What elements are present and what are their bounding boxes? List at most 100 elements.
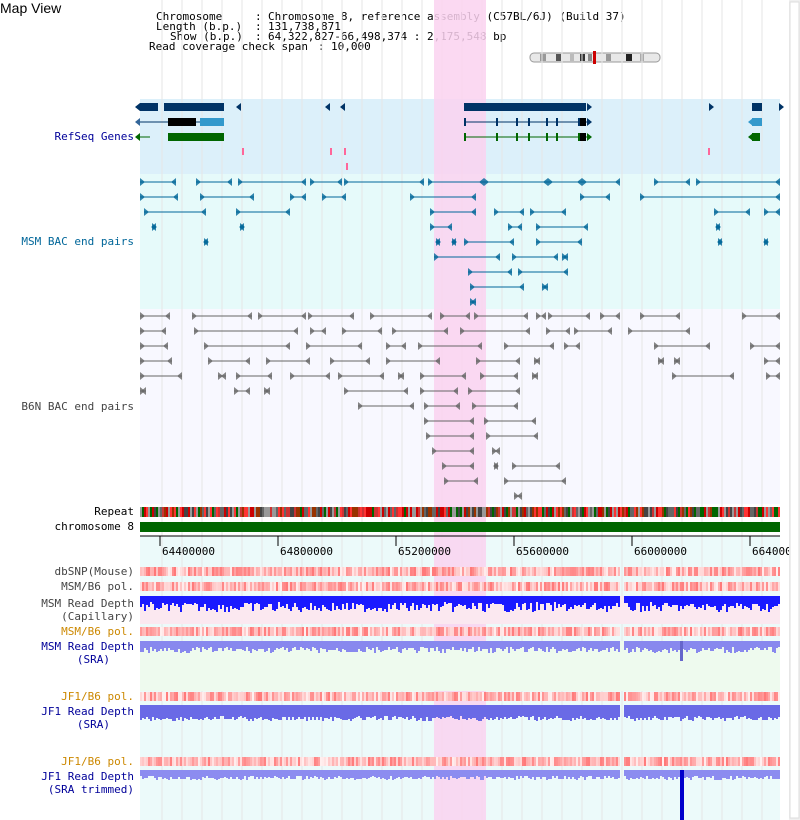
msm-b6-pol-sra-cell[interactable] [592,627,594,636]
jf1-b6-pol-cell[interactable] [728,692,730,701]
msm-b6-pol-cell[interactable] [502,582,504,591]
jf1-sra-depth-bar[interactable] [206,705,208,717]
jf1-b6-pol-cell[interactable] [332,692,334,701]
jf1-b6-pol-trimmed-cell[interactable] [586,757,588,766]
dbsnp-density-cell[interactable] [164,567,166,576]
repeat-element[interactable] [486,507,488,517]
msm-b6-pol-cell[interactable] [692,582,694,591]
jf1-trimmed-depth-bar[interactable] [650,770,652,779]
jf1-b6-pol-trimmed-cell[interactable] [178,757,180,766]
msm-bac-end-pair-end[interactable] [536,238,541,246]
msm-sra-depth-bar[interactable] [552,641,554,647]
dbsnp-density-cell[interactable] [428,567,430,576]
msm-b6-pol-sra-cell[interactable] [612,627,614,636]
msm-capillary-depth-bar[interactable] [290,596,292,611]
msm-sra-depth-bar[interactable] [264,641,266,652]
repeat-element[interactable] [702,507,704,517]
refseq-exon-block[interactable] [580,133,586,141]
msm-sra-depth-bar[interactable] [388,641,390,647]
jf1-b6-pol-cell[interactable] [244,692,246,701]
msm-sra-depth-bar[interactable] [728,641,730,652]
jf1-b6-pol-cell[interactable] [230,692,232,701]
repeat-element[interactable] [412,507,414,517]
jf1-trimmed-depth-bar[interactable] [242,770,244,779]
dbsnp-density-cell[interactable] [444,567,446,576]
msm-sra-depth-bar[interactable] [176,641,178,652]
msm-b6-pol-cell[interactable] [618,582,620,591]
dbsnp-density-cell[interactable] [190,567,192,576]
msm-sra-depth-bar[interactable] [372,641,374,648]
msm-capillary-depth-bar[interactable] [270,596,272,604]
dbsnp-density-cell[interactable] [274,567,276,576]
dbsnp-density-cell[interactable] [710,567,712,576]
jf1-b6-pol-trimmed-cell[interactable] [338,757,340,766]
jf1-b6-pol-cell[interactable] [376,692,378,701]
jf1-sra-depth-bar[interactable] [598,705,600,717]
jf1-b6-pol-trimmed-cell[interactable] [666,757,668,766]
msm-sra-depth-bar[interactable] [382,641,384,651]
msm-b6-pol-cell[interactable] [216,582,218,591]
jf1-b6-pol-cell[interactable] [502,692,504,701]
msm-sra-depth-bar[interactable] [554,641,556,649]
repeat-element[interactable] [596,507,598,517]
jf1-trimmed-depth-bar[interactable] [678,770,680,777]
msm-b6-pol-cell[interactable] [706,582,708,591]
jf1-trimmed-depth-bar[interactable] [348,770,350,779]
msm-b6-pol-cell[interactable] [754,582,756,591]
repeat-element[interactable] [418,507,420,517]
msm-sra-depth-bar[interactable] [312,641,314,647]
jf1-b6-pol-cell[interactable] [172,692,174,701]
jf1-sra-depth-bar[interactable] [146,705,148,717]
repeat-element[interactable] [408,507,410,517]
msm-capillary-depth-bar[interactable] [240,596,242,607]
msm-capillary-depth-bar[interactable] [536,596,538,602]
msm-b6-pol-sra-cell[interactable] [766,627,768,636]
msm-capillary-depth-bar[interactable] [256,596,258,603]
jf1-b6-pol-cell[interactable] [444,692,446,701]
repeat-element[interactable] [236,507,238,517]
msm-b6-pol-sra-cell[interactable] [670,627,672,636]
msm-sra-depth-bar[interactable] [494,641,496,652]
msm-sra-depth-bar[interactable] [646,641,648,649]
repeat-element[interactable] [504,507,506,517]
jf1-trimmed-depth-bar[interactable] [768,770,770,779]
jf1-sra-depth-bar[interactable] [472,705,474,718]
jf1-sra-depth-bar[interactable] [504,705,506,717]
msm-b6-pol-sra-cell[interactable] [316,627,318,636]
msm-capillary-depth-bar[interactable] [546,596,548,603]
jf1-trimmed-depth-bar[interactable] [272,770,274,778]
msm-capillary-depth-bar[interactable] [674,596,676,605]
jf1-sra-depth-bar[interactable] [276,705,278,719]
jf1-sra-depth-bar[interactable] [514,705,516,719]
refseq-utr-block[interactable] [752,118,762,126]
dbsnp-density-cell[interactable] [160,567,162,576]
dbsnp-density-cell[interactable] [258,567,260,576]
msm-sra-depth-bar[interactable] [148,641,150,653]
jf1-sra-depth-bar[interactable] [222,705,224,716]
jf1-b6-pol-cell[interactable] [678,692,680,701]
b6n-bac-end-pair-end[interactable] [675,312,680,320]
dbsnp-density-cell[interactable] [448,567,450,576]
track-label-jf1-read-depth-trimmed[interactable]: JF1 Read Depth [41,770,134,783]
msm-b6-pol-sra-cell[interactable] [668,627,670,636]
msm-b6-pol-cell[interactable] [220,582,222,591]
msm-b6-pol-sra-cell[interactable] [292,627,294,636]
msm-sra-depth-bar[interactable] [650,641,652,650]
jf1-b6-pol-trimmed-cell[interactable] [302,757,304,766]
dbsnp-density-cell[interactable] [294,567,296,576]
dbsnp-density-cell[interactable] [524,567,526,576]
msm-b6-pol-cell[interactable] [234,582,236,591]
msm-sra-depth-bar[interactable] [222,641,224,651]
jf1-b6-pol-cell[interactable] [334,692,336,701]
jf1-b6-pol-trimmed-cell[interactable] [696,757,698,766]
msm-sra-depth-bar[interactable] [582,641,584,647]
jf1-sra-depth-bar[interactable] [586,705,588,720]
repeat-element[interactable] [450,507,452,517]
jf1-trimmed-depth-bar[interactable] [510,770,512,778]
msm-sra-depth-bar[interactable] [340,641,342,652]
msm-bac-end-pair-end[interactable] [151,223,156,231]
jf1-b6-pol-cell[interactable] [590,692,592,701]
jf1-b6-pol-cell[interactable] [632,692,634,701]
msm-sra-depth-bar[interactable] [506,641,508,647]
jf1-b6-pol-trimmed-cell[interactable] [722,757,724,766]
